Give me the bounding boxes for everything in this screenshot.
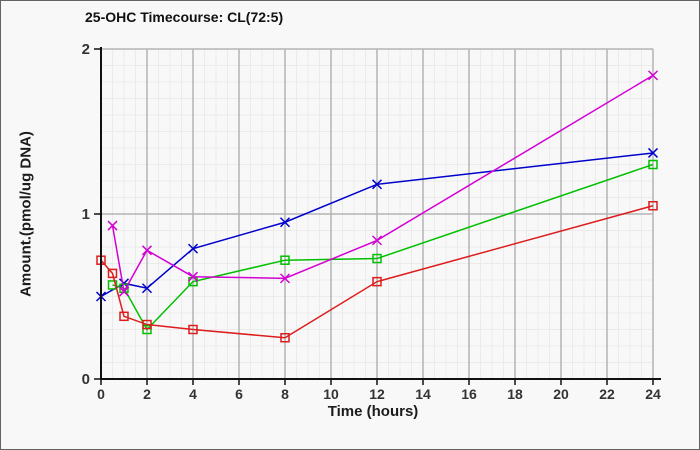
red-square-series-marker: [188, 324, 198, 335]
green-square-series-marker: [648, 159, 658, 170]
red-square-series-marker: [280, 333, 290, 343]
red-square-series-marker: [119, 311, 129, 322]
x-tick-label: 18: [507, 386, 523, 402]
red-square-series-marker: [107, 268, 118, 279]
chart-title: 25-OHC Timecourse: CL(72:5): [85, 9, 284, 25]
x-tick-label: 14: [415, 386, 431, 402]
x-axis-label: Time (hours): [327, 403, 419, 420]
magenta-x-series-marker: [107, 220, 118, 231]
y-tick-label: 2: [82, 41, 90, 58]
blue-x-series-marker: [118, 278, 130, 289]
magenta-x-series-marker: [647, 70, 659, 81]
green-square-series-marker: [372, 253, 382, 264]
red-square-series-line: [100, 205, 654, 339]
x-tick-label: 4: [189, 386, 197, 402]
green-square-series-marker: [280, 255, 290, 265]
magenta-x-series-marker: [187, 271, 199, 282]
blue-x-series-marker: [647, 147, 659, 158]
blue-x-series-marker: [371, 179, 383, 190]
x-tick-label: 20: [553, 386, 569, 402]
red-square-series-marker: [142, 319, 152, 330]
blue-x-series-marker: [141, 283, 153, 294]
x-tick-label: 12: [369, 386, 385, 402]
x-tick-label: 16: [461, 386, 477, 402]
magenta-x-series-marker: [118, 286, 130, 297]
red-square-series-marker: [648, 201, 658, 211]
red-square-series-marker: [372, 276, 382, 287]
green-square-series-marker: [107, 280, 118, 290]
x-tick-label: 10: [323, 386, 339, 402]
y-tick-label: 1: [82, 206, 90, 223]
green-square-series-marker: [142, 324, 152, 335]
x-tick-label: 22: [599, 386, 615, 402]
x-tick-label: 2: [143, 386, 151, 402]
y-tick-label: 0: [82, 371, 90, 388]
x-tick-label: 24: [645, 386, 661, 402]
x-tick-label: 6: [235, 386, 243, 402]
x-tick-label: 8: [281, 386, 289, 402]
magenta-x-series-marker: [371, 235, 383, 246]
x-tick-label: 0: [97, 386, 105, 402]
blue-x-series-marker: [279, 217, 291, 228]
magenta-x-series-marker: [279, 273, 291, 284]
magenta-x-series-marker: [141, 245, 153, 256]
blue-x-series-marker: [187, 243, 199, 254]
